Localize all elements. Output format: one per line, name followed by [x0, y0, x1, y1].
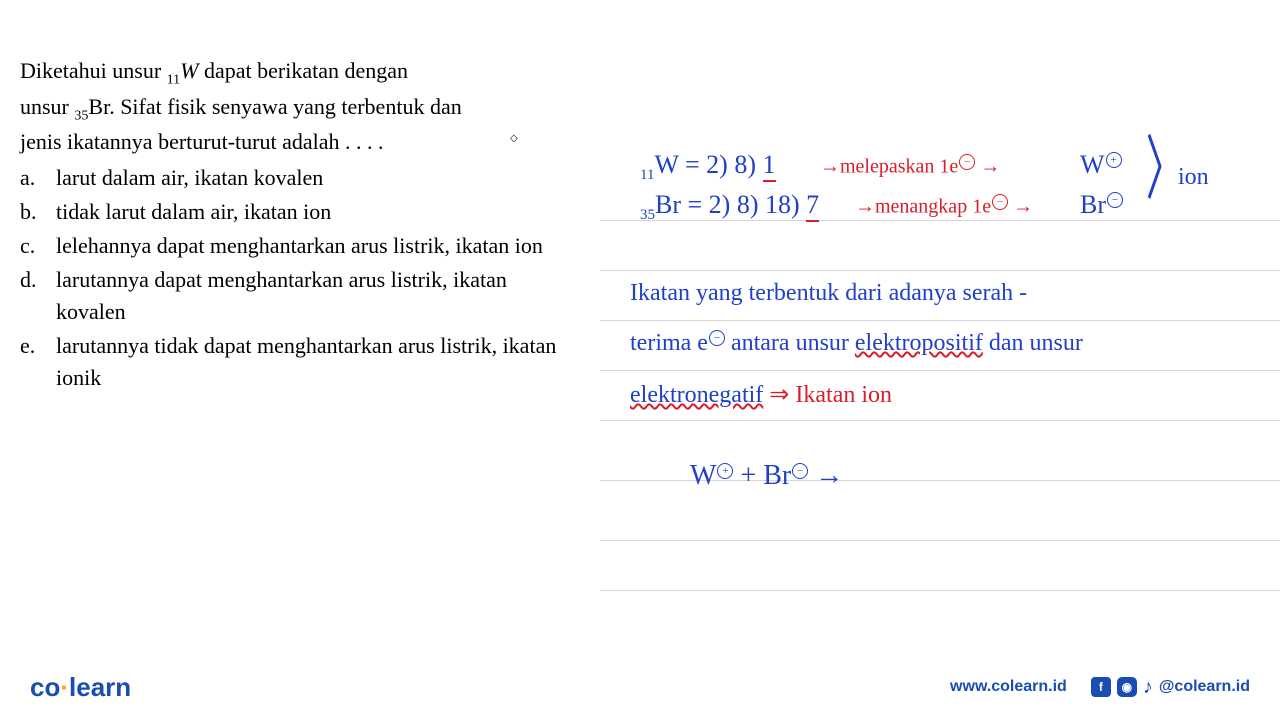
w-cation: W+ [1080, 150, 1122, 180]
arrow-symbol: → [815, 460, 843, 491]
valence-electron: 1 [763, 150, 776, 182]
option-text: larut dalam air, ikatan kovalen [56, 162, 580, 194]
stem-text: unsur [20, 94, 74, 119]
question-area: Diketahui unsur 11W dapat berikatan deng… [20, 55, 580, 396]
option-d: d. larutannya dapat menghantarkan arus l… [20, 264, 580, 328]
capture-electron-note: →menangkap 1e− → [855, 194, 1033, 219]
social-handle: @colearn.id [1159, 678, 1250, 696]
logo-learn: learn [69, 672, 131, 702]
option-text: larutannya dapat menghantarkan arus list… [56, 264, 580, 328]
option-letter: c. [20, 230, 56, 262]
logo-dot: · [60, 672, 69, 702]
footer-url: www.colearn.id [950, 678, 1067, 696]
footer-bar: co·learn www.colearn.id f ◉ ♪ @colearn.i… [0, 672, 1280, 702]
option-text: lelehannya dapat menghantarkan arus list… [56, 230, 580, 262]
electron-symbol: − [709, 330, 725, 346]
stem-text: dapat berikatan dengan [198, 58, 408, 83]
charge-symbol: + [1106, 152, 1122, 168]
charge-symbol: − [792, 463, 808, 479]
arrow-text: → [1008, 196, 1033, 218]
element-symbol: W [180, 58, 198, 83]
note-text: →menangkap 1e [855, 196, 991, 218]
logo-co: co [30, 672, 60, 702]
note-text: →melepaskan 1e [820, 156, 958, 178]
facebook-icon: f [1091, 677, 1111, 697]
social-icons: f ◉ ♪ @colearn.id [1091, 676, 1250, 699]
option-text: tidak larut dalam air, ikatan ion [56, 196, 580, 228]
option-letter: b. [20, 196, 56, 228]
valence-electron: 7 [806, 190, 819, 222]
stem-text: . Sifat fisik senyawa yang terbentuk dan [109, 94, 462, 119]
subscript: 11 [167, 72, 180, 87]
ion-label: ion [1178, 164, 1209, 191]
text: dan unsur [983, 330, 1083, 356]
stem-text: jenis ikatannya berturut-turut adalah . … [20, 129, 384, 154]
option-c: c. lelehannya dapat menghantarkan arus l… [20, 230, 580, 262]
ion-equation: W+ + Br− → [690, 460, 843, 492]
electron-symbol: − [959, 154, 975, 170]
element-symbol: Br [88, 94, 109, 119]
option-b: b. tidak larut dalam air, ikatan ion [20, 196, 580, 228]
explanation-line-2: terima e− antara unsur elektropositif da… [630, 330, 1083, 357]
question-stem: Diketahui unsur 11W dapat berikatan deng… [20, 55, 580, 158]
stem-text: Diketahui unsur [20, 58, 167, 83]
release-electron-note: →melepaskan 1e− → [820, 154, 1000, 179]
atomic-number: 11 [640, 167, 654, 183]
option-letter: e. [20, 330, 56, 394]
tiktok-icon: ♪ [1143, 676, 1153, 699]
electronegative-term: elektronegatif [630, 382, 763, 408]
br-anion: Br− [1080, 190, 1123, 220]
ion-symbol: W [1080, 150, 1105, 179]
instagram-icon: ◉ [1117, 677, 1137, 697]
config-br-line: 35Br = 2) 8) 18) 7 [640, 190, 819, 224]
option-a: a. larut dalam air, ikatan kovalen [20, 162, 580, 194]
ion-symbol: Br [1080, 190, 1106, 219]
explanation-line-1: Ikatan yang terbentuk dari adanya serah … [630, 280, 1027, 307]
charge-symbol: + [717, 463, 733, 479]
subscript: 35 [74, 108, 88, 123]
config-text: W = 2) 8) [654, 150, 762, 179]
arrow-text: → [975, 156, 1000, 178]
brand-logo: co·learn [30, 672, 131, 703]
atomic-number: 35 [640, 207, 655, 223]
electron-symbol: − [992, 194, 1008, 210]
w-symbol: W [690, 460, 716, 491]
option-text: larutannya tidak dapat menghantarkan aru… [56, 330, 580, 394]
diamond-marker: ◇ [510, 133, 518, 144]
option-letter: a. [20, 162, 56, 194]
electropositive-term: elektropositif [855, 330, 983, 356]
footer-right: www.colearn.id f ◉ ♪ @colearn.id [950, 676, 1250, 699]
config-w-line: 11W = 2) 8) 1 [640, 150, 776, 184]
plus-symbol: + [740, 460, 763, 491]
option-e: e. larutannya tidak dapat menghantarkan … [20, 330, 580, 394]
options-list: a. larut dalam air, ikatan kovalen b. ti… [20, 162, 580, 393]
config-text: Br = 2) 8) 18) [655, 190, 806, 219]
explanation-line-3: elektronegatif ⇒ Ikatan ion [630, 380, 892, 409]
br-symbol: Br [763, 460, 791, 491]
text: terima e [630, 330, 708, 356]
charge-symbol: − [1107, 192, 1123, 208]
option-letter: d. [20, 264, 56, 328]
text: antara unsur [725, 330, 855, 356]
conclusion-text: ⇒ Ikatan ion [769, 382, 892, 408]
